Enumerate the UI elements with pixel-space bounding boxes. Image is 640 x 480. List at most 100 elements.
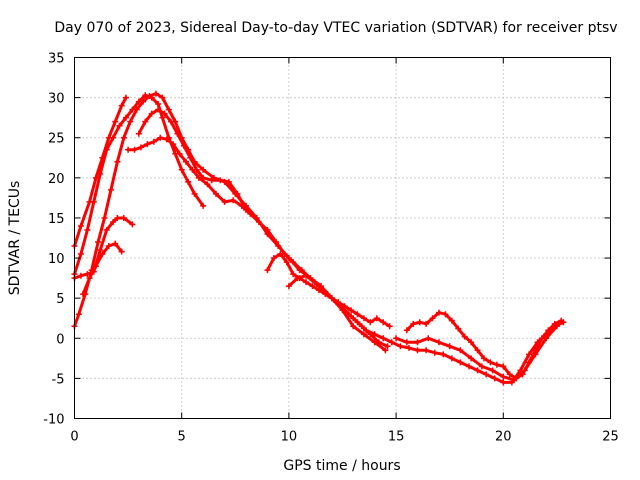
data-point: [112, 118, 119, 125]
data-point: [405, 344, 412, 351]
data-point: [431, 349, 438, 356]
series-line: [394, 324, 559, 382]
data-point: [491, 375, 498, 382]
data-point: [114, 214, 121, 221]
data-point: [360, 331, 367, 338]
axis-ticks: 0 5 10 15 20 25 -10 -5 0 5 10 15 20 25 30 35: [43, 52, 619, 445]
data-point: [225, 178, 232, 185]
data-point: [526, 351, 533, 358]
data-point: [118, 248, 125, 255]
data-point: [127, 118, 134, 125]
series-line: [265, 252, 392, 328]
data-point: [309, 283, 316, 290]
data-point: [247, 210, 254, 217]
data-point: [500, 379, 507, 386]
data-point: [345, 311, 352, 318]
data-point: [360, 315, 367, 322]
data-point: [110, 134, 117, 141]
grid: [74, 57, 611, 419]
data-point: [221, 198, 228, 205]
data-point: [163, 136, 170, 143]
data-point: [264, 267, 271, 274]
data-point: [191, 190, 198, 197]
data-point: [135, 130, 142, 137]
data-point: [290, 259, 297, 266]
series-track-h: [264, 251, 393, 330]
data-point: [487, 359, 494, 366]
data-point: [384, 343, 391, 350]
data-point: [303, 272, 310, 279]
data-point: [165, 106, 172, 113]
data-point: [500, 373, 507, 380]
data-point: [478, 363, 485, 370]
y-tick-label: 10: [48, 252, 65, 267]
data-point: [448, 317, 455, 324]
data-point: [77, 222, 84, 229]
data-point: [397, 343, 404, 350]
data-point: [435, 309, 442, 316]
y-tick-label: 25: [48, 132, 65, 147]
data-point: [176, 150, 183, 157]
y-tick-label: 15: [48, 212, 65, 227]
data-point: [285, 283, 292, 290]
data-point: [414, 347, 421, 354]
data-point: [77, 272, 84, 279]
data-point: [457, 347, 464, 354]
data-point: [403, 339, 410, 346]
data-point: [442, 311, 449, 318]
data-point: [455, 325, 462, 332]
data-point: [558, 317, 565, 324]
data-point: [217, 177, 224, 184]
data-point: [457, 359, 464, 366]
data-point: [84, 226, 91, 233]
data-point: [75, 311, 82, 318]
data-point: [283, 259, 290, 266]
x-axis-label: GPS time / hours: [283, 458, 400, 474]
data-point: [423, 320, 430, 327]
data-point: [107, 186, 114, 193]
data-point: [348, 307, 355, 314]
series-track-e: [80, 240, 125, 298]
chart-title: Day 070 of 2023, Sidereal Day-to-day VTE…: [54, 20, 617, 36]
data-point: [133, 106, 140, 113]
data-point: [97, 247, 104, 254]
data-point: [167, 118, 174, 125]
series-track-k: [393, 323, 560, 383]
data-point: [416, 319, 423, 326]
x-tick-label: 0: [70, 430, 78, 445]
data-point: [90, 198, 97, 205]
series-track-j: [403, 309, 565, 382]
data-point: [388, 339, 395, 346]
data-point: [131, 146, 138, 153]
series-track-b: [71, 92, 207, 278]
y-tick-label: 30: [48, 92, 65, 107]
data-point: [144, 141, 151, 148]
data-point: [101, 214, 108, 221]
data-point: [367, 319, 374, 326]
data-point: [118, 102, 125, 109]
y-tick-label: -5: [52, 372, 65, 387]
y-tick-label: 5: [56, 292, 64, 307]
data-point: [423, 347, 430, 354]
data-point: [159, 114, 166, 121]
data-point: [320, 287, 327, 294]
data-point: [290, 271, 297, 278]
data-point: [170, 141, 177, 148]
y-axis-label: SDTVAR / TECUs: [7, 181, 23, 296]
data-point: [142, 118, 149, 125]
data-point: [382, 347, 389, 354]
data-point: [298, 267, 305, 274]
data-point: [200, 174, 207, 181]
data-point: [255, 218, 262, 225]
data-point: [187, 154, 194, 161]
data-point: [152, 90, 159, 97]
data-point: [350, 323, 357, 330]
data-point: [95, 239, 102, 246]
data-point: [155, 106, 162, 113]
data-point: [161, 110, 168, 117]
data-point: [363, 327, 370, 334]
data-point: [200, 166, 207, 173]
data-point: [146, 93, 153, 100]
data-point: [243, 206, 250, 213]
